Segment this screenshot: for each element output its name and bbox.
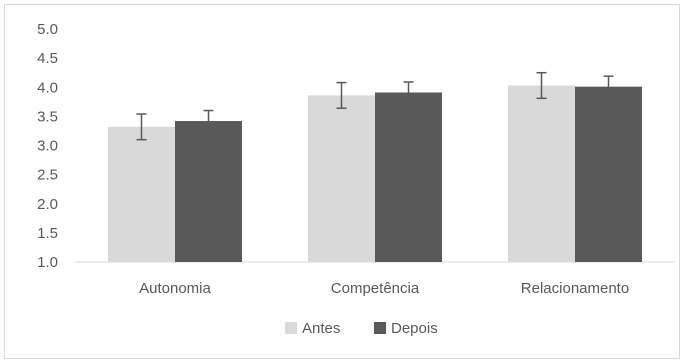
bar-depois-3 — [575, 86, 642, 262]
error-bar — [203, 109, 214, 133]
bar-depois-1 — [175, 121, 242, 262]
bar-antes-3 — [508, 85, 575, 262]
bar-antes-1 — [108, 126, 175, 262]
error-bar — [536, 71, 547, 100]
error-bar — [403, 81, 414, 104]
legend-swatch-antes — [285, 322, 297, 334]
error-bar — [603, 75, 614, 98]
y-tick-label: 4.5 — [37, 50, 58, 67]
error-bar — [336, 81, 347, 109]
legend-label-depois: Depois — [391, 320, 438, 337]
x-category-label: Autonomia — [139, 280, 211, 297]
legend: Antes Depois — [285, 320, 438, 337]
bar-depois-2 — [375, 92, 442, 263]
y-tick-label: 3.5 — [37, 108, 58, 125]
y-tick-label: 3.0 — [37, 138, 58, 155]
x-category-label: Competência — [331, 280, 420, 297]
error-bar — [136, 113, 147, 141]
y-axis: 1.0 1.5 2.0 2.5 3.0 3.5 4.0 4.5 5.0 — [37, 21, 58, 271]
legend-label-antes: Antes — [302, 320, 340, 337]
y-tick-label: 4.0 — [37, 79, 58, 96]
x-axis-labels: Autonomia Competência Relacionamento — [139, 280, 629, 297]
error-bars — [136, 71, 614, 141]
bar-antes-2 — [308, 95, 375, 262]
legend-swatch-depois — [374, 322, 386, 334]
y-tick-label: 1.5 — [37, 225, 58, 242]
y-tick-label: 2.0 — [37, 196, 58, 213]
y-tick-label: 2.5 — [37, 167, 58, 184]
x-category-label: Relacionamento — [521, 280, 629, 297]
bars — [108, 85, 642, 263]
y-tick-label: 1.0 — [37, 254, 58, 271]
y-tick-label: 5.0 — [37, 21, 58, 38]
